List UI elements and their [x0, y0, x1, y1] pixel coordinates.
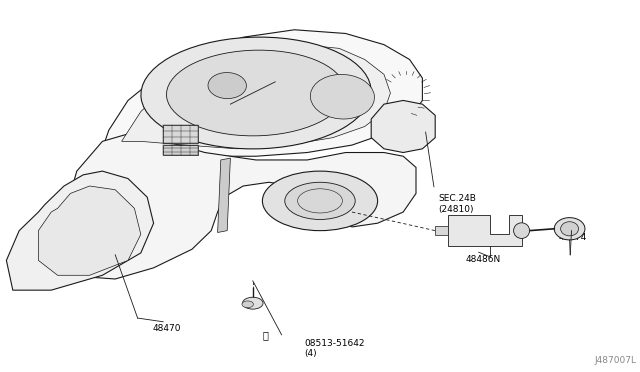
Ellipse shape — [513, 223, 529, 238]
Ellipse shape — [166, 50, 346, 136]
Polygon shape — [122, 45, 390, 149]
Ellipse shape — [262, 171, 378, 231]
Text: 48486N: 48486N — [465, 255, 501, 264]
Ellipse shape — [310, 74, 374, 119]
Text: 48474: 48474 — [559, 232, 587, 241]
Bar — [163, 125, 198, 143]
Bar — [163, 145, 198, 155]
Polygon shape — [102, 30, 422, 156]
Ellipse shape — [141, 37, 371, 149]
Ellipse shape — [561, 222, 579, 236]
Polygon shape — [448, 215, 522, 246]
Ellipse shape — [285, 182, 355, 219]
Text: 08513-51642
(4): 08513-51642 (4) — [304, 339, 365, 358]
Text: 48470: 48470 — [152, 324, 180, 333]
Polygon shape — [435, 226, 448, 235]
Polygon shape — [51, 134, 416, 279]
Text: J487007L: J487007L — [595, 356, 637, 365]
Circle shape — [242, 301, 253, 308]
Text: SEC.24B
(24810): SEC.24B (24810) — [438, 194, 476, 214]
Polygon shape — [38, 186, 141, 275]
Text: Ⓢ: Ⓢ — [262, 331, 269, 340]
Polygon shape — [6, 171, 154, 290]
Circle shape — [243, 297, 263, 309]
Polygon shape — [371, 100, 435, 153]
Ellipse shape — [208, 73, 246, 99]
Ellipse shape — [554, 218, 585, 240]
Polygon shape — [218, 158, 230, 232]
